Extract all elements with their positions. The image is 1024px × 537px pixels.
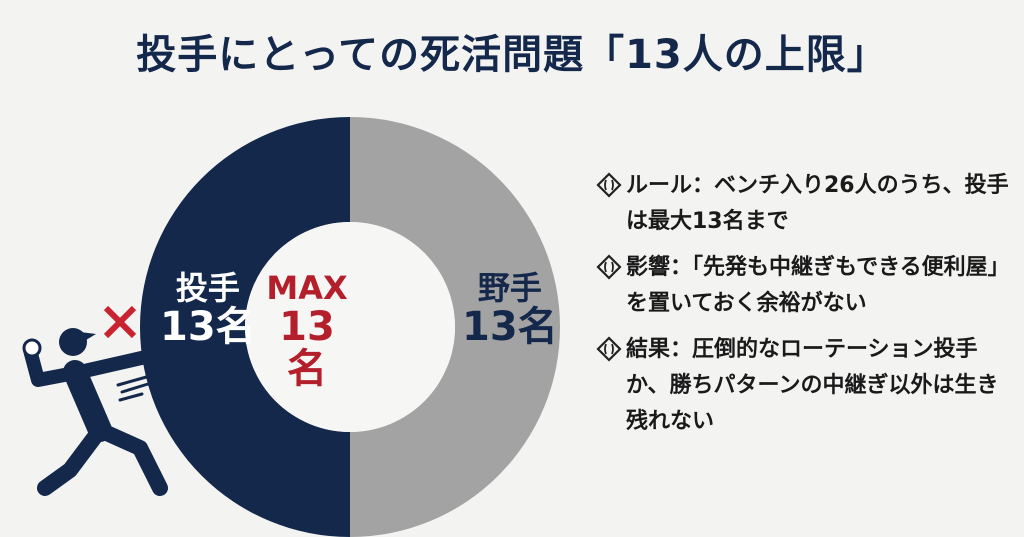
bullet-list: ルール：ベンチ入り26人のうち、投手は最大13名まで 影響：「先発も中継ぎもでき… — [596, 168, 1016, 450]
fielder-label-name: 野手 — [477, 269, 542, 307]
page-title: 投手にとっての死活問題「13人の上限」 — [136, 32, 888, 78]
center-label: MAX 13名 — [262, 269, 352, 392]
donut-hole — [245, 222, 455, 432]
baseball-diamond-icon — [596, 168, 626, 240]
bullet-rule: ルール：ベンチ入り26人のうち、投手は最大13名まで — [596, 168, 1016, 240]
x-mark-icon — [103, 305, 137, 339]
fielder-label-value: 13名 — [462, 303, 558, 350]
pitcher-label-value: 13名 — [160, 303, 256, 350]
fielder-label: 野手 13名 — [462, 269, 558, 350]
bullet-result: 結果：圧倒的なローテーション投手か、勝ちパターンの中継ぎ以外は生き残れない — [596, 332, 1016, 440]
bullet-impact: 影響：「先発も中継ぎもできる便利屋」を置いておく余裕がない — [596, 250, 1016, 322]
pitcher-label: 投手 13名 — [160, 269, 256, 350]
baseball-icon — [22, 338, 42, 358]
pitcher-icon — [22, 305, 168, 496]
baseball-diamond-icon — [596, 332, 626, 440]
center-label-value: 13名 — [279, 303, 335, 392]
pitcher-label-name: 投手 — [175, 269, 240, 307]
baseball-diamond-icon — [596, 250, 626, 322]
center-label-max: MAX — [266, 269, 348, 307]
